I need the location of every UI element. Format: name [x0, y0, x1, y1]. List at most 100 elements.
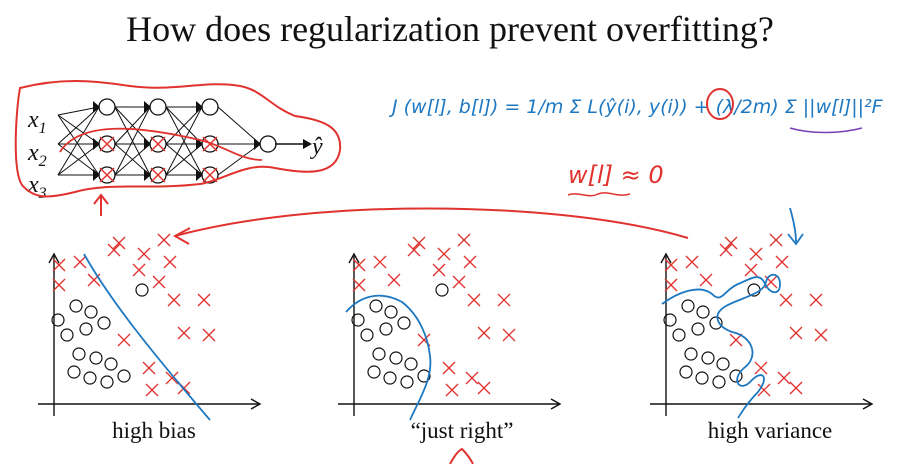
data-point-cross — [432, 263, 446, 277]
output-label-yhat: ŷ — [310, 134, 323, 160]
cost-equation-text: J (w[l], b[l]) = 1/m Σ L(ŷ(i), y(i)) + (… — [388, 96, 884, 118]
data-point-circle — [84, 305, 98, 319]
data-point-circle — [681, 299, 695, 313]
hidden-node-l2-n3 — [144, 166, 167, 184]
plot-axes — [338, 252, 562, 416]
data-point-cross — [502, 328, 516, 342]
data-point-circle — [663, 313, 677, 327]
caption-high-variance: high variance — [707, 418, 833, 443]
hidden-node-l1-n2 — [93, 135, 116, 153]
data-point-cross — [107, 243, 121, 257]
data-point-circle — [367, 365, 381, 379]
data-point-cross — [463, 255, 477, 269]
data-point-cross — [145, 383, 159, 397]
caption-high-bias: high bias — [112, 418, 196, 443]
input-label-x1: x1 — [27, 107, 47, 137]
data-point-cross — [142, 361, 156, 375]
data-point-circle — [701, 351, 715, 365]
data-point-circle — [383, 371, 397, 385]
data-point-cross — [167, 293, 181, 307]
data-point-circle — [369, 299, 383, 313]
data-point-circle — [100, 375, 114, 389]
hidden-node-l3-n3 — [196, 166, 219, 184]
data-point-cross — [497, 293, 511, 307]
data-point-cross — [373, 255, 387, 269]
data-point-cross — [117, 333, 131, 347]
data-point-cross — [352, 258, 366, 272]
data-point-circle — [83, 371, 97, 385]
data-point-cross — [699, 273, 713, 287]
data-point-circle — [684, 347, 698, 361]
data-point-circle — [695, 371, 709, 385]
data-point-cross — [719, 243, 733, 257]
data-point-cross — [73, 255, 87, 269]
data-point-circle — [372, 347, 386, 361]
data-point-cross — [749, 247, 763, 261]
norm-underline — [789, 127, 863, 134]
network-edges — [57, 106, 261, 176]
data-point-cross — [202, 328, 216, 342]
data-point-cross — [789, 326, 803, 340]
data-point-cross — [52, 258, 66, 272]
hidden-node-l3-n2 — [196, 135, 219, 153]
decision-boundary — [661, 273, 781, 419]
decision-boundary — [83, 253, 211, 421]
weight-approx-text: w[l] ≈ 0 — [568, 161, 664, 189]
data-point-cross — [685, 255, 699, 269]
data-point-circle — [709, 316, 723, 330]
data-point-cross — [729, 333, 743, 347]
caption-just-right: “just right” — [410, 418, 514, 443]
red-up-arrowhead — [93, 193, 109, 205]
data-point-cross — [664, 278, 678, 292]
data-point-cross — [775, 255, 789, 269]
weight-approx-zero: w[l] ≈ 0 — [567, 161, 664, 197]
data-point-circle — [89, 351, 103, 365]
data-point-circle — [384, 305, 398, 319]
plot-axes — [650, 252, 874, 416]
data-point-cross — [465, 371, 479, 385]
data-point-circle — [404, 357, 418, 371]
data-point-cross — [477, 326, 491, 340]
input-label-x3: x3 — [27, 172, 47, 202]
data-point-circle — [60, 328, 74, 342]
red-lasso — [14, 80, 342, 198]
data-point-cross — [814, 328, 828, 342]
data-point-cross — [777, 371, 791, 385]
red-inner-curve — [59, 127, 263, 161]
data-point-circle — [712, 375, 726, 389]
data-point-circle — [360, 328, 374, 342]
hidden-node-l3-n1 — [196, 98, 219, 116]
data-point-cross — [442, 361, 456, 375]
data-point-circle — [117, 369, 131, 383]
data-point-circle — [351, 313, 365, 327]
data-point-cross — [407, 243, 421, 257]
data-point-cross — [754, 361, 768, 375]
data-point-circle — [417, 369, 431, 383]
data-point-cross — [477, 381, 491, 395]
data-point-circle — [69, 299, 83, 313]
data-point-cross — [757, 383, 771, 397]
data-point-cross — [52, 278, 66, 292]
data-point-cross — [744, 263, 758, 277]
blue-down-arrow — [787, 207, 804, 246]
output-node — [254, 135, 277, 153]
data-point-cross — [724, 236, 738, 250]
red-small-arrow — [449, 447, 474, 464]
data-point-cross — [452, 275, 466, 289]
cost-equation: J (w[l], b[l]) = 1/m Σ L(ŷ(i), y(i)) + (… — [388, 88, 884, 134]
network-nodes — [93, 98, 277, 184]
hidden-node-l2-n2 — [144, 135, 167, 153]
data-point-circle — [397, 316, 411, 330]
data-point-circle — [104, 357, 118, 371]
data-point-circle — [67, 365, 81, 379]
plot-axes — [38, 252, 262, 416]
data-point-cross — [457, 233, 471, 247]
data-point-circle — [716, 357, 730, 371]
data-point-cross — [789, 381, 803, 395]
neural-network: x1 x2 x3 ŷ — [14, 80, 342, 216]
scatter-plot-just-right — [338, 233, 562, 421]
data-point-cross — [163, 255, 177, 269]
input-labels: x1 x2 x3 — [27, 107, 47, 202]
data-point-circle — [379, 322, 393, 336]
